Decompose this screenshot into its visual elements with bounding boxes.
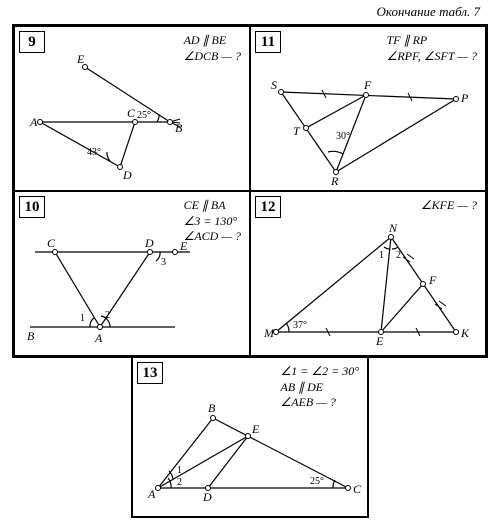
label-B: B (208, 401, 216, 415)
label-P: P (460, 91, 469, 105)
label-C: C (127, 106, 136, 120)
label-C: C (47, 236, 56, 250)
mark-2: 2 (396, 250, 401, 261)
problem-13: 13 ∠1 = ∠2 = 30° AB ∥ DE ∠AEB — ? A (131, 358, 369, 518)
bottom-row: 13 ∠1 = ∠2 = 30° AB ∥ DE ∠AEB — ? A (12, 358, 488, 518)
label-D: D (202, 490, 212, 504)
diagram-11: S P R T F 30° (251, 27, 486, 191)
problem-10: 10 CE ∥ BA ∠3 = 130° ∠ACD — ? A B C D (14, 191, 250, 356)
label-S: S (271, 78, 277, 92)
diagram-9: A B C D E 25° 43° (15, 27, 250, 191)
mark-2: 2 (105, 310, 110, 321)
problem-11: 11 TF ∥ RP ∠RPF, ∠SFT — ? S P (250, 26, 486, 191)
label-B: B (175, 121, 183, 135)
diagram-13: A B C D E 1 2 25° (133, 358, 369, 518)
problem-12: 12 ∠KFE — ? (250, 191, 486, 356)
problems-grid: 9 AD ∥ BE ∠DCB — ? A B (12, 24, 488, 358)
mark-2: 2 (177, 477, 182, 488)
label-M: M (263, 326, 275, 340)
mark-3: 3 (161, 257, 166, 268)
label-N: N (388, 221, 398, 235)
label-D: D (122, 168, 132, 182)
label-F: F (428, 273, 437, 287)
label-E: E (179, 239, 188, 253)
label-F: F (363, 78, 372, 92)
label-K: K (460, 326, 470, 340)
label-E: E (375, 334, 384, 348)
angle-25: 25° (310, 476, 324, 487)
table-header: Окончание табл. 7 (0, 0, 500, 24)
problem-9: 9 AD ∥ BE ∠DCB — ? A B (14, 26, 250, 191)
angle-43: 43° (87, 147, 101, 158)
angle-37: 37° (293, 320, 307, 331)
mark-1: 1 (177, 465, 182, 476)
mark-1: 1 (379, 250, 384, 261)
diagram-10: A B C D E 1 2 3 (15, 192, 250, 356)
angle-30: 30° (336, 131, 350, 142)
label-E: E (76, 52, 85, 66)
label-R: R (330, 174, 339, 188)
label-D: D (144, 236, 154, 250)
label-C: C (353, 482, 362, 496)
label-A: A (94, 331, 103, 345)
diagram-12: M N K E F 37° 1 2 (251, 192, 486, 356)
label-A: A (29, 115, 38, 129)
mark-1: 1 (80, 313, 85, 324)
label-T: T (293, 124, 301, 138)
label-E: E (251, 422, 260, 436)
label-A: A (147, 487, 156, 501)
label-B: B (27, 329, 35, 343)
angle-25: 25° (137, 110, 151, 121)
